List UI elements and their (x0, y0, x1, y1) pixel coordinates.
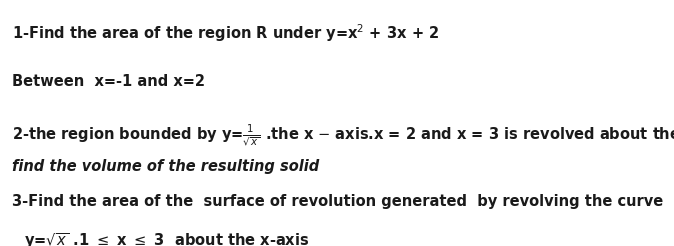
Text: find the volume of the resulting solid: find the volume of the resulting solid (12, 159, 319, 174)
Text: 1-Find the area of the region R under y=x$^{2}$ + 3x + 2: 1-Find the area of the region R under y=… (12, 22, 439, 44)
Text: y=$\sqrt{x}$ .1 $\leq$ x $\leq$ 3  about the x-axis: y=$\sqrt{x}$ .1 $\leq$ x $\leq$ 3 about … (24, 231, 309, 246)
Text: 2-the region bounded by y=$\frac{1}{\sqrt{x}}$ .the x $-$ axis.x = 2 and x = 3 i: 2-the region bounded by y=$\frac{1}{\sqr… (12, 123, 674, 149)
Text: 3-Find the area of the  surface of revolution generated  by revolving the curve: 3-Find the area of the surface of revolu… (12, 194, 663, 209)
Text: Between  x=-1 and x=2: Between x=-1 and x=2 (12, 74, 205, 89)
